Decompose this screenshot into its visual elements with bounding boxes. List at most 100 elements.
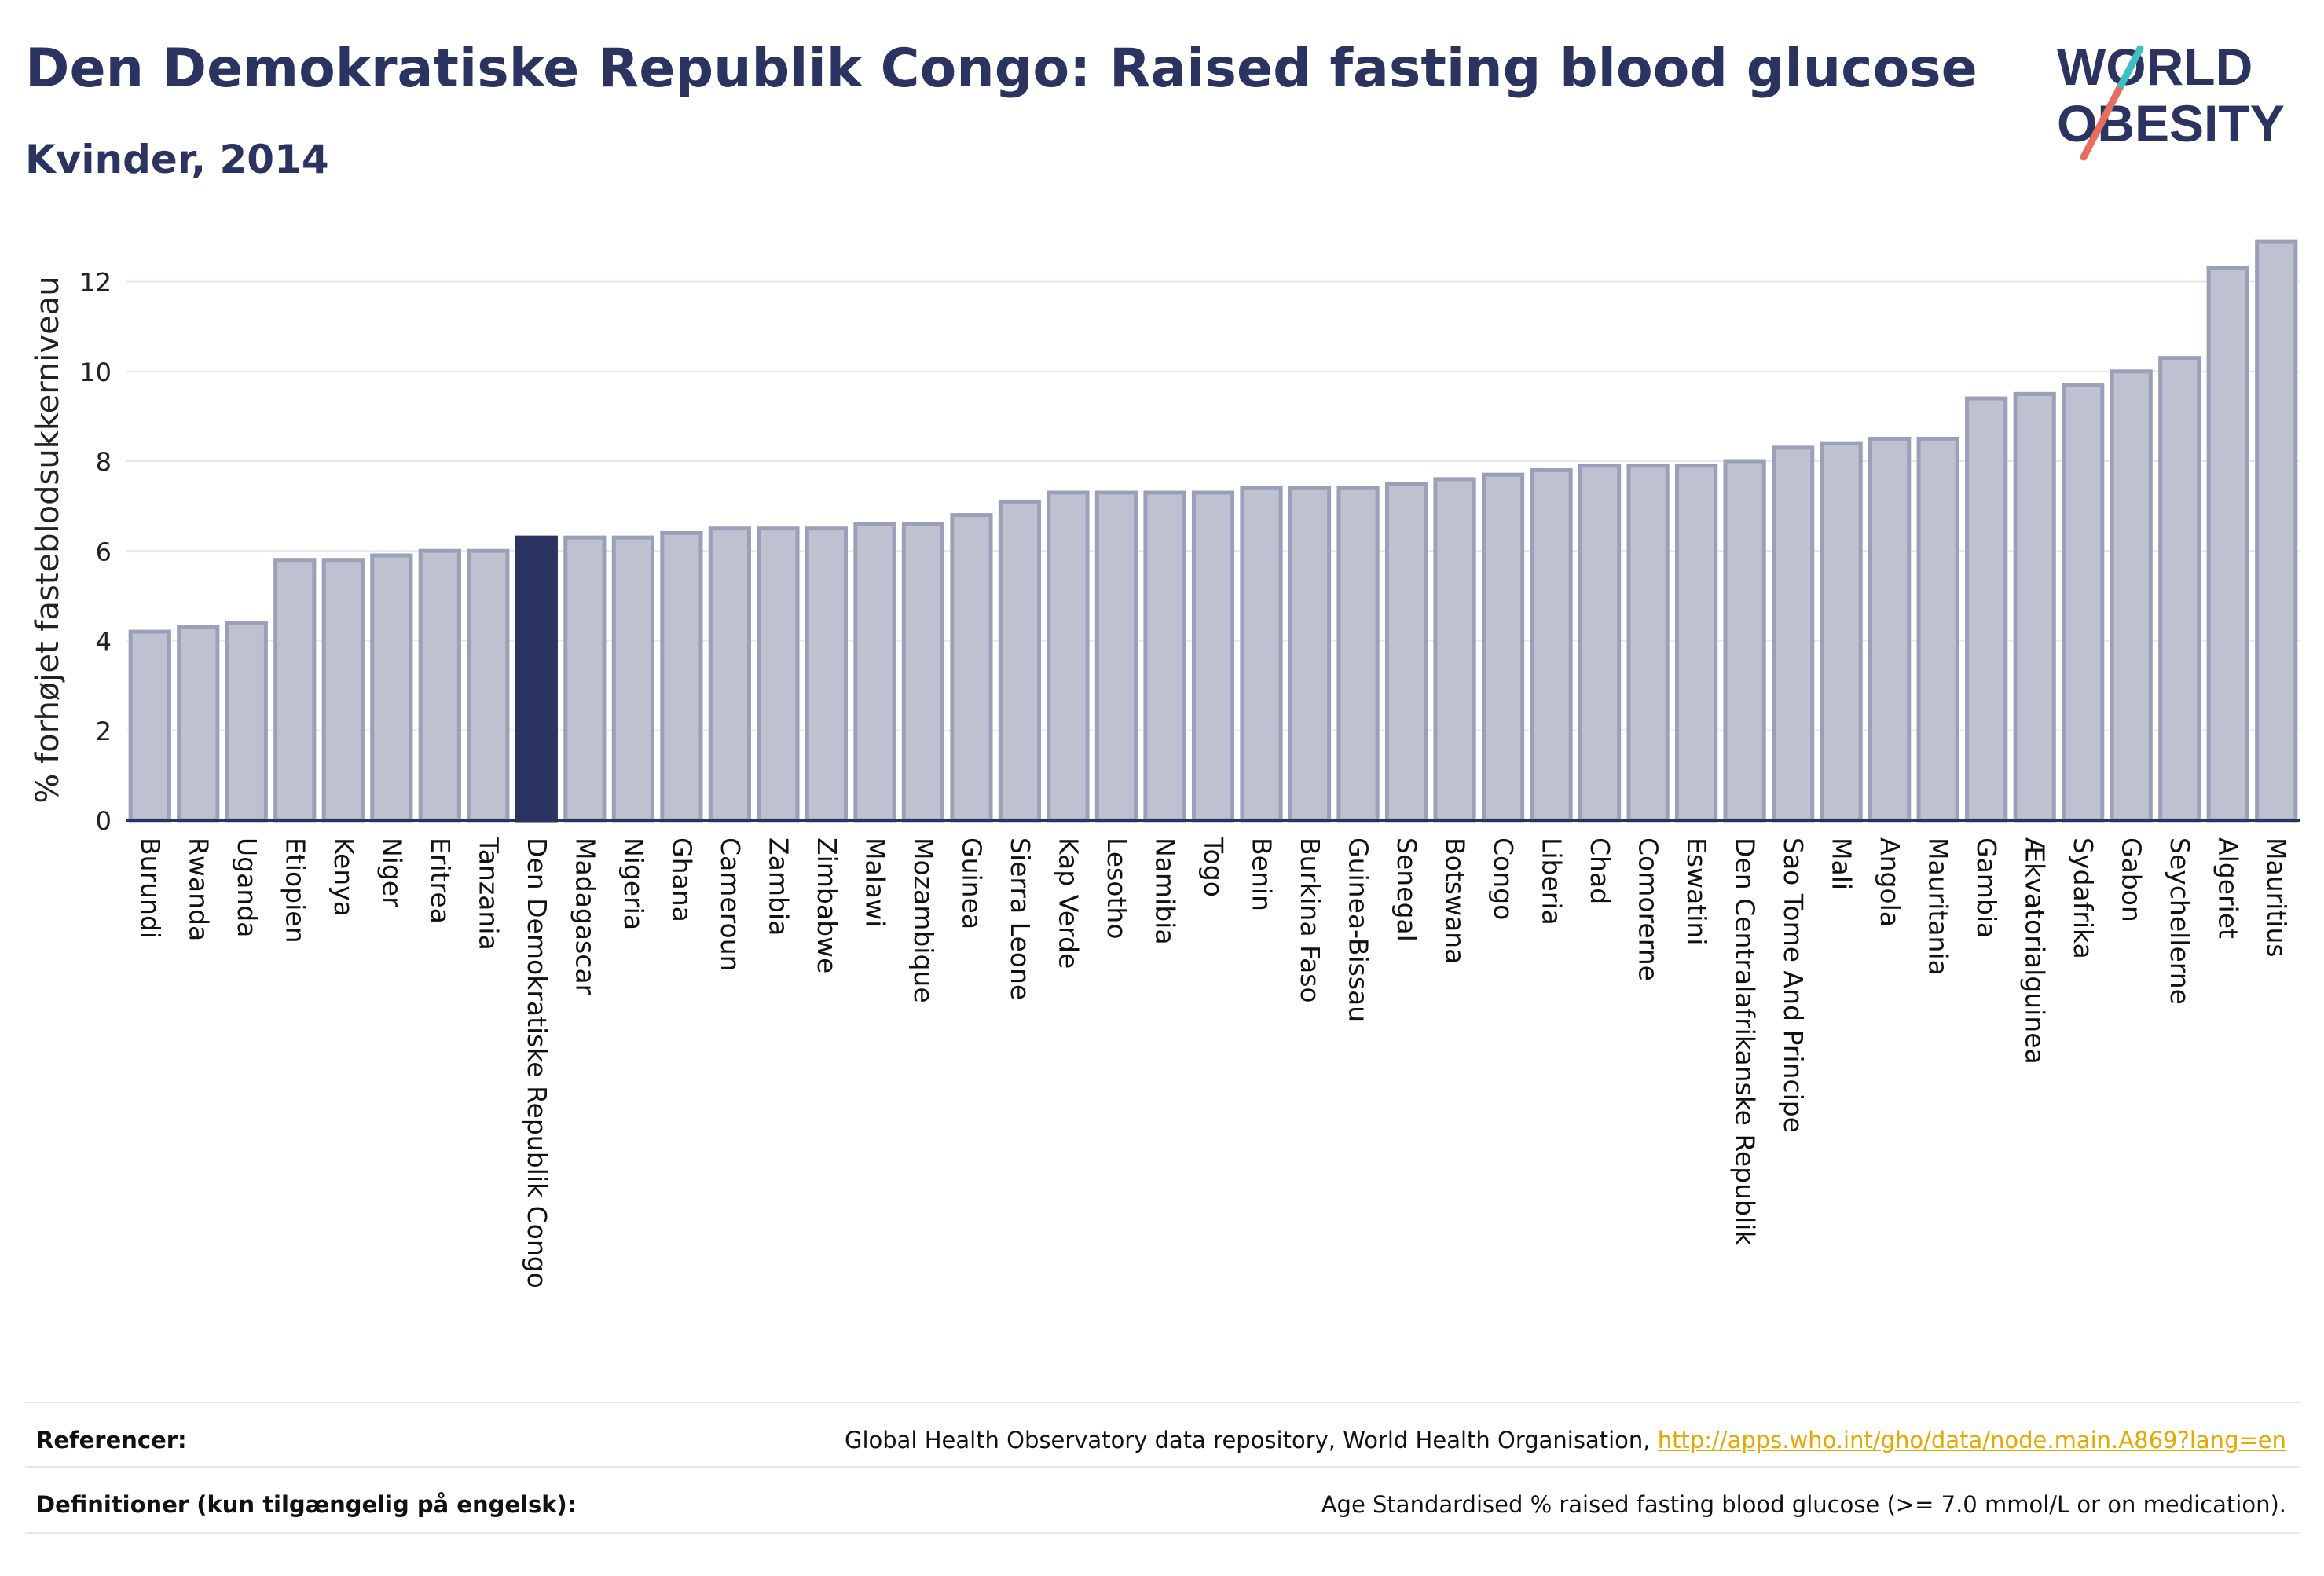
bar-chart: 0 2 4 6 8 10 12 % forhøjet fasteblodsukkernivea…	[30, 239, 2300, 1288]
bar	[998, 499, 1042, 823]
chart-title: Den Demokratiske Republik Congo: Raised …	[25, 38, 1978, 100]
bar	[2013, 391, 2056, 823]
definitions-value: Age Standardised % raised fasting blood …	[1321, 1491, 2286, 1518]
x-tick-label: Burundi	[135, 837, 166, 939]
x-tick-label: Mali	[1827, 837, 1857, 890]
bar	[1626, 464, 1670, 823]
x-tick-label: Mauritania	[1923, 837, 1954, 976]
x-tick-label: Gambia	[1971, 837, 2002, 938]
x-tick-label: Congo	[1488, 837, 1519, 920]
x-tick-label: Benin	[1247, 837, 1277, 911]
bar	[2158, 356, 2201, 823]
y-tick-label: 12	[79, 268, 112, 298]
bar	[853, 522, 896, 823]
x-tick-label: Mozambique	[908, 837, 939, 1003]
world-obesity-logo: WORLD OBESITY	[2057, 38, 2285, 161]
bar	[1288, 486, 1332, 823]
x-tick-label: Cameroun	[715, 837, 746, 972]
bar	[805, 526, 849, 823]
bar	[128, 629, 171, 823]
x-tick-label: Seychellerne	[2165, 837, 2195, 1005]
x-tick-label: Sao Tome And Principe	[1778, 837, 1809, 1133]
x-tick-label: Malawi	[860, 837, 890, 927]
bar-highlighted	[515, 535, 558, 823]
x-tick-label: Liberia	[1537, 837, 1567, 925]
divider-middle	[25, 1466, 2300, 1468]
x-tick-label: Senegal	[1391, 837, 1422, 942]
bar	[1868, 436, 1912, 823]
x-tick-label: Ækvatorialguinea	[2020, 837, 2051, 1065]
bar	[2110, 369, 2153, 823]
references-link[interactable]: http://apps.who.int/gho/data/node.main.A…	[1657, 1427, 2286, 1453]
y-axis-title: % forhøjet fasteblodsukkerniveau	[30, 276, 66, 803]
bar	[950, 513, 993, 823]
x-tick-label: Den Centralafrikanske Republik	[1730, 837, 1761, 1246]
y-tick-label: 8	[96, 447, 112, 477]
x-tick-label: Niger	[376, 837, 407, 907]
x-tick-label: Kenya	[328, 837, 359, 917]
x-tick-label: Namibia	[1149, 837, 1180, 945]
bar	[1578, 464, 1622, 823]
bar	[708, 526, 751, 823]
bar	[2062, 383, 2105, 823]
y-tick-label: 10	[79, 357, 112, 387]
x-tick-label: Den Demokratiske Republik Congo	[522, 837, 552, 1288]
x-tick-label: Etiopien	[280, 837, 310, 943]
bar	[370, 553, 413, 823]
x-tick-label: Algeriet	[2213, 837, 2244, 939]
x-tick-label: Lesotho	[1102, 837, 1132, 940]
references-value: Global Health Observatory data repositor…	[845, 1427, 2286, 1453]
x-tick-label: Zambia	[763, 837, 794, 936]
x-tick-label: Mauritius	[2261, 837, 2292, 958]
definitions-label: Definitioner (kun tilgængelig på engelsk…	[36, 1491, 577, 1518]
divider-top	[25, 1402, 2300, 1403]
bar	[321, 558, 365, 823]
bar	[1820, 441, 1863, 823]
bar	[1723, 459, 1766, 823]
bar	[1191, 490, 1235, 823]
bar	[1094, 490, 1138, 823]
y-tick-label: 0	[96, 806, 112, 836]
bar	[757, 526, 800, 823]
x-tick-label: Sierra Leone	[1005, 837, 1036, 1000]
x-tick-label: Togo	[1198, 837, 1229, 897]
bar	[418, 548, 461, 823]
bar	[1481, 472, 1525, 823]
x-tick-label: Zimbabwe	[812, 837, 842, 973]
bar	[2206, 266, 2249, 823]
y-tick-label: 4	[96, 627, 112, 657]
bar	[1916, 436, 1959, 823]
bar	[1772, 445, 1815, 823]
bar	[1143, 490, 1186, 823]
x-tick-label: Eritrea	[425, 837, 456, 924]
bar	[901, 522, 945, 823]
bar	[1433, 477, 1476, 823]
logo-slash-teal	[2117, 45, 2144, 89]
bar	[1965, 396, 2008, 823]
x-tick-label: Kap Verde	[1053, 837, 1083, 969]
bar	[225, 621, 268, 823]
bar	[2255, 239, 2298, 823]
x-tick-label: Comorerne	[1633, 837, 1664, 981]
x-tick-label: Guinea	[956, 837, 987, 929]
logo-line1: WORLD	[2057, 38, 2253, 96]
bar	[611, 535, 654, 823]
x-tick-label: Rwanda	[183, 837, 214, 941]
x-tick-label: Sydafrika	[2068, 837, 2099, 959]
x-tick-label: Uganda	[232, 837, 262, 937]
x-tick-label: Nigeria	[618, 837, 649, 930]
references-label: Referencer:	[36, 1427, 187, 1453]
x-tick-label: Guinea-Bissau	[1343, 837, 1374, 1022]
bar	[660, 530, 703, 823]
bar	[467, 548, 510, 823]
bar	[563, 535, 607, 823]
bar	[1530, 467, 1573, 823]
x-tick-label: Ghana	[666, 837, 697, 922]
x-tick-label: Burkina Faso	[1295, 837, 1325, 1003]
bar	[1336, 486, 1380, 823]
x-tick-label: Angola	[1875, 837, 1905, 927]
bar	[177, 625, 220, 823]
x-tick-label: Tanzania	[473, 837, 504, 951]
y-tick-label: 2	[96, 717, 112, 746]
references-text: Global Health Observatory data repositor…	[844, 1427, 1658, 1453]
